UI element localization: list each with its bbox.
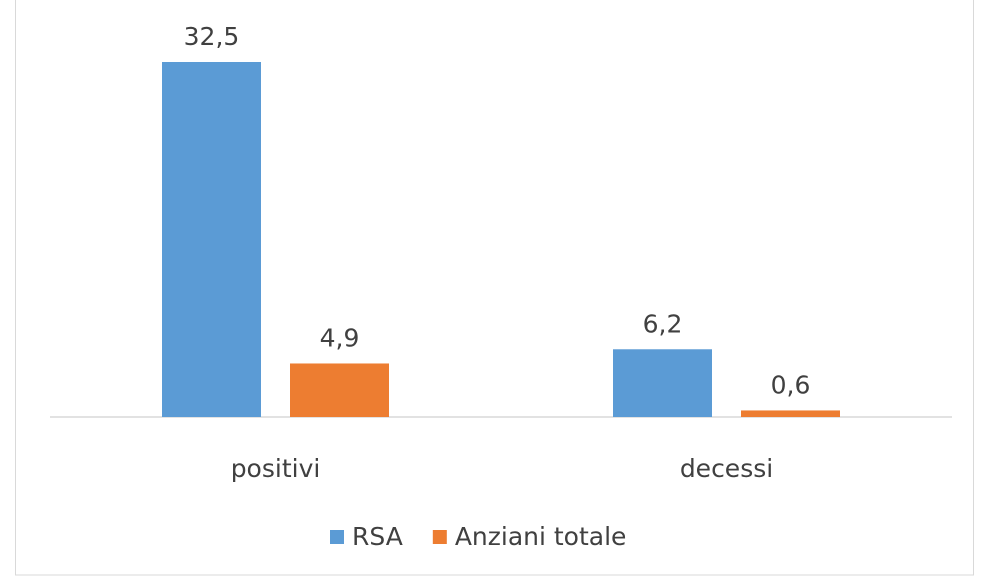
legend-label: RSA xyxy=(352,522,403,551)
legend-swatch xyxy=(330,530,344,544)
data-label: 0,6 xyxy=(771,370,811,399)
chart-border xyxy=(15,0,974,576)
bar xyxy=(613,349,712,417)
data-label: 32,5 xyxy=(184,22,240,51)
bar xyxy=(162,62,261,417)
data-label: 6,2 xyxy=(643,309,683,338)
x-tick-label: decessi xyxy=(680,454,773,483)
legend-label: Anziani totale xyxy=(455,522,627,551)
x-tick-label: positivi xyxy=(231,454,321,483)
bar xyxy=(741,410,840,417)
legend-swatch xyxy=(432,530,447,544)
bar xyxy=(290,363,389,417)
data-label: 4,9 xyxy=(320,323,360,352)
